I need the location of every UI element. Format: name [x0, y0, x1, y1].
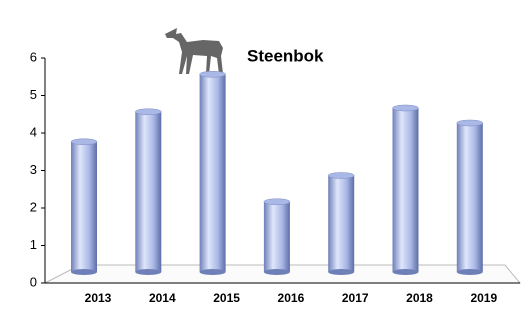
x-tick-label: 2017 [342, 291, 369, 305]
bar [200, 71, 226, 275]
bar [328, 173, 354, 276]
bar [457, 120, 483, 275]
bar [393, 105, 419, 275]
y-tick-label: 0 [30, 274, 37, 289]
chart: Steenbok 0 1 2 3 4 5 6 2013 2014 2015 2016 2017 2018… [0, 0, 526, 309]
bar [71, 139, 97, 275]
x-tick-label: 2018 [406, 291, 433, 305]
x-tick-label: 2016 [278, 291, 305, 305]
antelope-icon [165, 28, 223, 74]
x-tick-label: 2014 [149, 291, 176, 305]
x-tick-label: 2013 [85, 291, 112, 305]
x-tick-label: 2015 [213, 291, 240, 305]
y-tick-label: 5 [30, 87, 37, 102]
x-tick-label: 2019 [470, 291, 497, 305]
y-tick-label: 1 [30, 237, 37, 252]
bar [135, 109, 161, 275]
y-tick-label: 4 [30, 124, 37, 139]
y-tick-label: 3 [30, 162, 37, 177]
chart-title: Steenbok [247, 46, 324, 65]
bar [264, 199, 290, 275]
y-tick-label: 2 [30, 199, 37, 214]
y-tick-label: 6 [30, 49, 37, 64]
